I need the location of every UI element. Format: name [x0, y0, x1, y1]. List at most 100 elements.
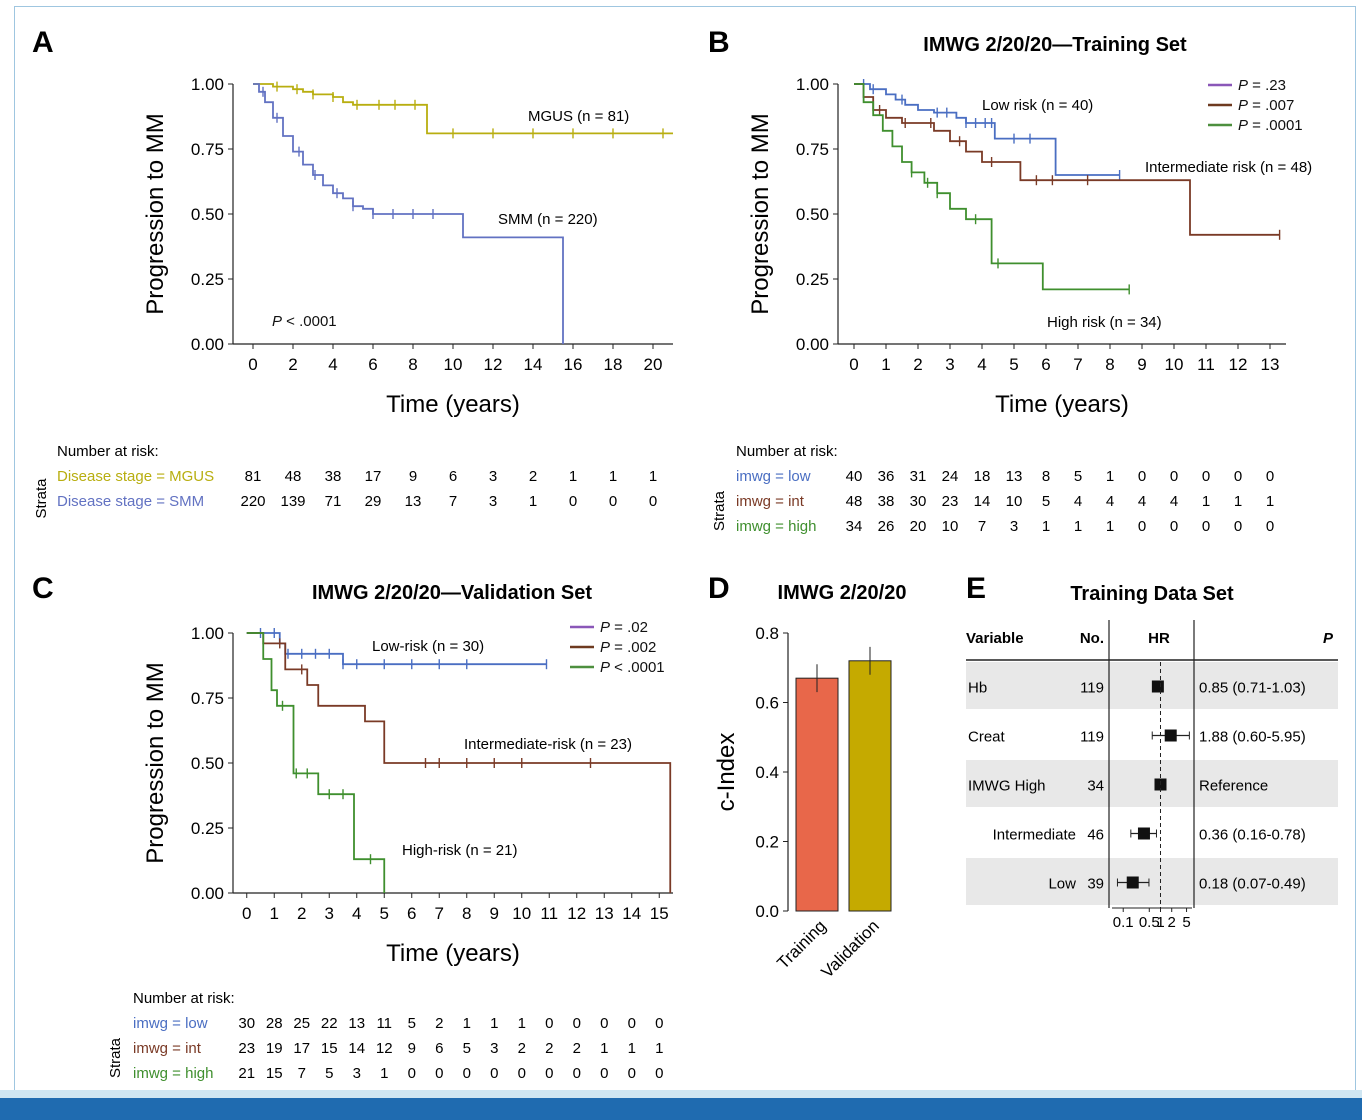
y-axis-label-D: c-Index — [713, 733, 740, 812]
table-hr-text-E: 0.18 (0.07-0.49) — [1199, 876, 1306, 893]
y-tick-label-B: 0.00 — [796, 335, 829, 354]
table-no-E: 34 — [1087, 778, 1104, 795]
x-tick-label-B: 12 — [1229, 355, 1248, 374]
risk-value-B: 5 — [1042, 493, 1050, 510]
col-header-variable: Variable — [966, 630, 1024, 647]
y-tick-label-B: 0.50 — [796, 205, 829, 224]
forest-x-tick-label-E: 5 — [1182, 914, 1190, 931]
legend-p-value-B: P = .0001 — [1238, 117, 1303, 134]
bar-validation — [848, 660, 892, 912]
series-label-high-C: High-risk (n = 21) — [402, 842, 517, 859]
series-label-low-B: Low risk (n = 40) — [982, 97, 1093, 114]
risk-value-B: 1 — [1202, 493, 1210, 510]
series-label-low-C: Low-risk (n = 30) — [372, 638, 484, 655]
x-tick-label-C: 3 — [325, 904, 334, 923]
km-curve-C-int — [246, 632, 672, 893]
risk-value-C: 0 — [655, 1015, 663, 1032]
chart-title-E: Training Data Set — [1070, 583, 1234, 605]
x-tick-label-C: 10 — [512, 904, 531, 923]
risk-value-C: 5 — [408, 1015, 416, 1032]
risk-value-C: 1 — [600, 1040, 608, 1057]
risk-value-C: 0 — [545, 1065, 553, 1082]
x-axis-label-A: Time (years) — [386, 391, 520, 418]
table-hr-text-E: 0.85 (0.71-1.03) — [1199, 680, 1306, 697]
y-axis-label-B: Progression to MM — [747, 113, 774, 314]
risk-row-label-C: imwg = int — [133, 1040, 202, 1057]
forest-x-tick-label-E: 1 — [1156, 914, 1164, 931]
risk-value-A: 9 — [409, 468, 417, 485]
risk-value-A: 1 — [529, 493, 537, 510]
risk-value-C: 9 — [408, 1040, 416, 1057]
risk-value-C: 2 — [545, 1040, 553, 1057]
y-tick-label-A: 0.75 — [191, 140, 224, 159]
x-tick-label-B: 6 — [1041, 355, 1050, 374]
y-axis-label-C: Progression to MM — [142, 662, 169, 863]
risk-value-B: 7 — [978, 518, 986, 535]
x-tick-label-B: 3 — [945, 355, 954, 374]
risk-table-header-B: Number at risk: — [736, 443, 838, 460]
legend-p-value-B: P = .007 — [1238, 97, 1294, 114]
risk-value-B: 40 — [846, 468, 863, 485]
risk-value-C: 28 — [266, 1015, 283, 1032]
risk-value-A: 7 — [449, 493, 457, 510]
legend-p-value-C: P < .0001 — [600, 659, 665, 676]
x-tick-label-B: 4 — [977, 355, 986, 374]
table-row-band-E — [966, 858, 1338, 905]
forest-point-E — [1164, 729, 1177, 742]
risk-value-B: 38 — [878, 493, 895, 510]
risk-value-C: 3 — [490, 1040, 498, 1057]
bottom-rule — [0, 1090, 1362, 1098]
x-tick-label-B: 11 — [1197, 355, 1215, 374]
risk-value-B: 14 — [974, 493, 991, 510]
risk-value-B: 36 — [878, 468, 895, 485]
x-tick-label-B: 1 — [881, 355, 890, 374]
y-axis-label-A: Progression to MM — [142, 113, 169, 314]
table-hr-text-E: 0.36 (0.16-0.78) — [1199, 827, 1306, 844]
y-tick-label-A: 0.25 — [191, 270, 224, 289]
risk-value-C: 0 — [628, 1015, 636, 1032]
y-tick-label-C: 0.50 — [191, 754, 224, 773]
x-tick-label-A: 2 — [288, 355, 297, 374]
risk-value-B: 0 — [1170, 468, 1178, 485]
y-tick-label-D: 0.0 — [755, 902, 779, 921]
km-curve-A-smm — [253, 83, 564, 344]
x-tick-label-C: 0 — [242, 904, 251, 923]
chart-title-D: IMWG 2/20/20 — [778, 582, 907, 604]
risk-value-A: 0 — [569, 493, 577, 510]
risk-row-label-A: Disease stage = MGUS — [57, 468, 214, 485]
x-tick-label-A: 4 — [328, 355, 337, 374]
risk-value-B: 0 — [1234, 468, 1242, 485]
risk-row-label-B: imwg = high — [736, 518, 816, 535]
risk-value-B: 23 — [942, 493, 959, 510]
legend-p-value-C: P = .02 — [600, 619, 648, 636]
km-curve-C-high — [246, 632, 386, 893]
km-curve-B-low — [854, 83, 1120, 176]
forest-x-tick-label-E: 0.1 — [1113, 914, 1134, 931]
risk-value-B: 1 — [1106, 518, 1114, 535]
risk-value-C: 7 — [298, 1065, 306, 1082]
risk-value-C: 0 — [518, 1065, 526, 1082]
risk-value-C: 3 — [353, 1065, 361, 1082]
x-tick-label-A: 16 — [564, 355, 583, 374]
risk-value-C: 0 — [463, 1065, 471, 1082]
risk-value-B: 4 — [1138, 493, 1146, 510]
x-axis-label-B: Time (years) — [995, 391, 1129, 418]
risk-value-C: 15 — [321, 1040, 338, 1057]
col-header-hr: HR — [1148, 630, 1170, 647]
risk-value-A: 3 — [489, 468, 497, 485]
table-no-E: 39 — [1087, 876, 1104, 893]
x-tick-label-B: 9 — [1137, 355, 1146, 374]
risk-value-A: 2 — [529, 468, 537, 485]
col-header-p: P — [1323, 630, 1334, 647]
x-tick-label-C: 8 — [462, 904, 471, 923]
forest-point-E — [1126, 876, 1139, 889]
y-tick-label-C: 0.00 — [191, 884, 224, 903]
y-tick-label-A: 1.00 — [191, 75, 224, 94]
x-tick-label-C: 9 — [490, 904, 499, 923]
risk-value-B: 0 — [1266, 468, 1274, 485]
risk-value-C: 0 — [655, 1065, 663, 1082]
risk-value-C: 6 — [435, 1040, 443, 1057]
series-label-mgus: MGUS (n = 81) — [528, 108, 629, 125]
x-tick-label-B: 0 — [849, 355, 858, 374]
